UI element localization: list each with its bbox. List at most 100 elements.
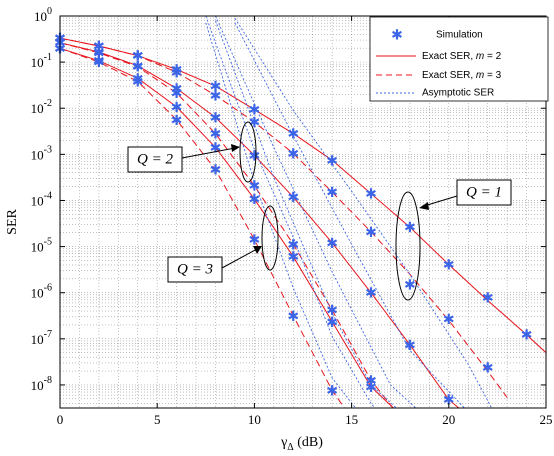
legend-simulation-label: Simulation (436, 30, 483, 41)
y-tick-label: 10-5 (31, 237, 52, 255)
simulation-point: ✱ (482, 289, 494, 305)
annotation-q3: Q = 3 (167, 205, 279, 283)
y-tick-label: 10-2 (31, 98, 52, 116)
simulation-point: ✱ (210, 126, 222, 142)
x-tick-label: 5 (154, 412, 161, 427)
x-axis-label-main: γ (280, 435, 287, 450)
y-axis-label: SER (5, 209, 20, 235)
simulation-point: ✱ (210, 78, 222, 94)
q2-ellipse (239, 121, 257, 183)
simulation-markers: ✱ ✱✱✱✱✱✱✱✱✱✱✱✱✱ ✱✱✱✱✱✱✱✱✱✱✱✱✱✱✱✱✱✱✱✱✱✱✱✱✱✱… (54, 30, 532, 408)
simulation-point: ✱ (326, 302, 338, 318)
exact-ser-curve-m3-q2 (60, 42, 394, 408)
simulation-point: ✱ (171, 80, 183, 96)
simulation-point: ✱ (93, 38, 105, 54)
curves (60, 16, 546, 408)
exact-ser-curve-m3-q3 (60, 47, 346, 408)
asymptotic-ser-curve (215, 16, 417, 408)
x-tick-label: 20 (442, 412, 455, 427)
q2-label: Q = 2 (137, 151, 173, 167)
simulation-point: ✱ (132, 48, 144, 64)
simulation-point: ✱ (326, 152, 338, 168)
y-tick-label: 10-8 (31, 375, 52, 393)
q1-label: Q = 1 (466, 184, 502, 200)
q2-arrow (181, 147, 236, 159)
simulation-point: ✱ (93, 54, 105, 70)
simulation-point: ✱ (287, 145, 299, 161)
y-tick-label: 10-1 (31, 52, 52, 70)
plot-border (59, 15, 547, 409)
simulation-point: ✱ (287, 126, 299, 142)
y-tick-label: 10-3 (31, 144, 52, 162)
simulation-point: ✱ (287, 249, 299, 265)
annotation-q1: Q = 1 (395, 179, 512, 301)
simulation-point: ✱ (132, 70, 144, 86)
simulation-point: ✱ (93, 53, 105, 69)
plot-frame (59, 15, 547, 409)
simulation-point: ✱ (443, 392, 455, 408)
simulation-point: ✱ (171, 112, 183, 128)
x-axis-label: γΔ (dB) (280, 435, 323, 453)
asymptotic-ser-curve (215, 20, 397, 408)
simulation-point: ✱ (287, 236, 299, 252)
simulation-point: ✱ (365, 372, 377, 388)
simulation-point: ✱ (249, 191, 261, 207)
q2-arrowhead (231, 144, 240, 152)
legend: ✱ Simulation Exact SER, m = 2 Exact SER,… (369, 16, 549, 102)
simulation-point: ✱ (210, 87, 222, 103)
q3-ellipse (261, 205, 279, 271)
exact-ser-curve-m2-q3 (60, 47, 395, 408)
asymptotic-ser-curve (234, 22, 465, 408)
legend-exact-m3-label: Exact SER, m = 3 (422, 70, 502, 81)
y-tick-label: 10-4 (31, 190, 52, 208)
simulation-point: ✱ (521, 327, 533, 343)
simulation-point: ✱ (171, 99, 183, 115)
simulation-point: ✱ (210, 162, 222, 178)
x-tick-label: 0 (57, 412, 64, 427)
simulation-point: ✱ (249, 178, 261, 194)
q1-arrow (423, 195, 458, 207)
simulation-point: ✱ (93, 44, 105, 60)
exact-ser-curve-m2-q1 (60, 37, 546, 354)
legend-box (369, 16, 549, 102)
x-tick-label: 25 (540, 412, 553, 427)
x-tick-label: 15 (345, 412, 358, 427)
annotation-q2: Q = 2 (127, 121, 257, 183)
simulation-point: ✱ (287, 189, 299, 205)
simulation-point: ✱ (365, 186, 377, 202)
x-axis-label-unit: (dB) (294, 435, 324, 450)
simulation-point: ✱ (171, 64, 183, 80)
simulation-point: ✱ (326, 184, 338, 200)
simulation-point: ✱ (249, 102, 261, 118)
simulation-point: ✱ (132, 59, 144, 75)
q3-arrow (221, 248, 258, 269)
simulation-point: ✱ (404, 337, 416, 353)
simulation-point: ✱ (365, 224, 377, 240)
simulation-point: ✱ (93, 38, 105, 54)
simulation-point: ✱ (249, 114, 261, 130)
simulation-point: ✱ (132, 48, 144, 64)
simulation-point: ✱ (210, 109, 222, 125)
legend-asymptotic-label: Asymptotic SER (422, 88, 494, 99)
simulation-point: ✱ (443, 257, 455, 273)
y-tick-label: 10-6 (31, 283, 52, 301)
tick-labels: 0 5 10 15 20 25 100 10-1 10-2 10-3 10-4 10-5 10-6 10-… (31, 6, 553, 427)
simulation-point: ✱ (171, 61, 183, 77)
simulation-point: ✱ (249, 147, 261, 163)
asymptotic-ser-curve (205, 22, 356, 408)
simulation-point: ✱ (326, 382, 338, 398)
y-tick-label: 100 (34, 6, 52, 24)
q1-arrowhead (419, 202, 429, 210)
simulation-point: ✱ (404, 276, 416, 292)
q1-ellipse (395, 191, 421, 301)
legend-simulation-marker: ✱ (391, 27, 403, 43)
simulation-point: ✱ (443, 311, 455, 327)
y-tick-label: 10-7 (31, 329, 52, 347)
exact-ser-curve-m2-q2 (60, 42, 460, 408)
q3-label-box (167, 256, 223, 283)
asymptotic-ser-curve (234, 18, 492, 408)
simulation-point: ✱ (326, 235, 338, 251)
q1-label-box (456, 179, 512, 206)
simulation-point: ✱ (365, 379, 377, 395)
simulation-point: ✱ (404, 219, 416, 235)
